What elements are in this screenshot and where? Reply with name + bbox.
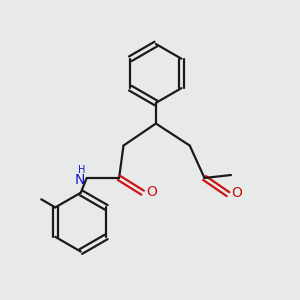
Text: O: O [231, 186, 242, 200]
Text: N: N [75, 173, 85, 187]
Text: O: O [146, 185, 157, 199]
Text: H: H [78, 165, 85, 175]
